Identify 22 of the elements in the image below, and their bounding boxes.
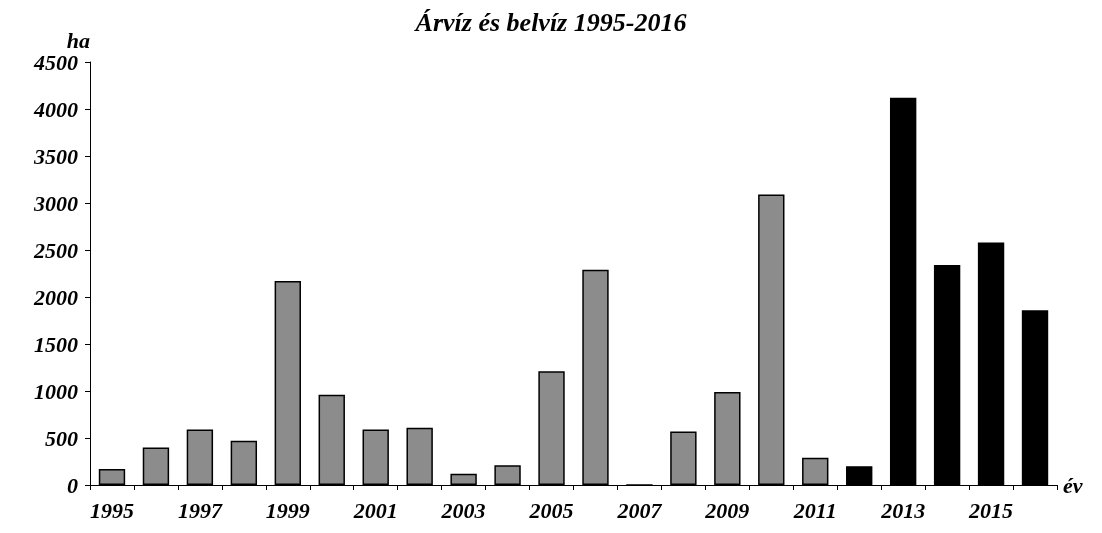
- y-tick-label: 3500: [33, 143, 78, 169]
- y-tick-label: 0: [67, 472, 78, 498]
- y-tick-label: 500: [45, 425, 78, 451]
- x-tick-label: 2001: [352, 497, 398, 523]
- x-tick-label: 2013: [880, 497, 926, 523]
- chart-title: Árvíz és belvíz 1995-2016: [413, 7, 687, 37]
- y-tick-label: 2000: [33, 284, 78, 310]
- y-tick-label: 4000: [33, 96, 78, 122]
- x-tick-label: 2009: [704, 497, 750, 523]
- x-tick-label: 2007: [616, 497, 663, 523]
- x-tick-label: 2003: [440, 497, 486, 523]
- x-tick-label: 1997: [177, 497, 223, 523]
- y-tick-label: 2500: [33, 237, 78, 263]
- y-tick-label: 1500: [34, 331, 78, 357]
- x-tick-label: 2005: [528, 497, 574, 523]
- x-tick-label: 1999: [265, 497, 310, 523]
- y-tick-label: 3000: [33, 190, 78, 216]
- x-tick-label: 2011: [792, 497, 837, 523]
- x-axis-title: év: [1063, 472, 1083, 498]
- y-tick-label: 1000: [34, 378, 78, 404]
- x-tick-label: 1995: [89, 497, 134, 523]
- x-tick-label: 2015: [968, 497, 1014, 523]
